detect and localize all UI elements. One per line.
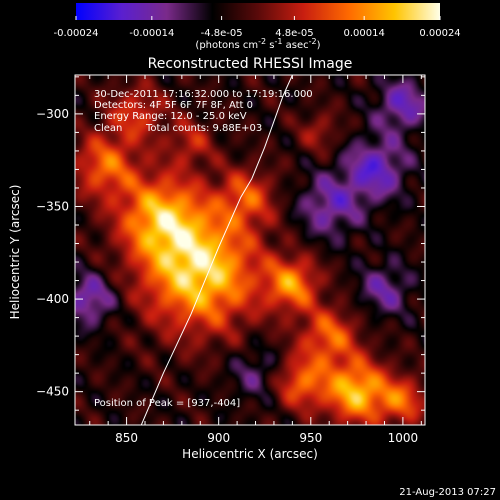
x-tick-label: 950 [299,431,322,445]
x-tick-label: 900 [207,431,230,445]
solar-limb-line [140,75,293,425]
energy-range-text: Energy Range: 12.0 - 25.0 keV [94,111,247,122]
x-tick-label: 1000 [388,431,419,445]
y-tick-label: −350 [36,199,69,213]
colorbar-tick-label: -4.8e-05 [201,28,243,39]
x-tick-labels: 850 900 950 1000 [115,431,418,445]
plot-frame [74,74,426,426]
colorbar-tick-label: -0.00024 [54,28,99,39]
colorbar-tick-label: -0.00014 [129,28,174,39]
detectors-text: Detectors: 4F 5F 6F 7F 8F, Att 0 [94,100,253,111]
colorbar-tick-label: 4.8e-05 [275,28,313,39]
clean-label: Clean [94,123,122,134]
chart-title: Reconstructed RHESSI Image [148,56,353,72]
colorbar-tick-label: 0.00014 [343,28,384,39]
peak-position-text: Position of Peak = [937,-404] [94,398,240,409]
colorbar [76,3,440,20]
colorbar-ticks: -0.00024 -0.00014 -4.8e-05 4.8e-05 0.00014 0.… [54,16,461,39]
colorbar-tick-label: 0.00024 [419,28,460,39]
observation-annotations: 30-Dec-2011 17:16:32.000 to 17:19:16.000… [94,89,313,409]
y-tick-label: −450 [36,385,69,399]
y-axis-label: Heliocentric Y (arcsec) [8,185,22,320]
x-axis-label: Heliocentric X (arcsec) [182,447,318,461]
total-counts-text: Total counts: 9.88E+03 [145,123,262,134]
y-tick-label: −400 [36,292,69,306]
x-tick-label: 850 [115,431,138,445]
y-tick-labels: −300 −350 −400 −450 [36,107,69,399]
time-range-text: 30-Dec-2011 17:16:32.000 to 17:19:16.000 [94,89,313,100]
colorbar-unit-label: (photons cm-2 s-1 asec-2) [195,37,320,51]
heatmap-image [75,75,425,425]
axis-ticks [75,75,425,425]
y-tick-label: −300 [36,107,69,121]
generated-timestamp: 21-Aug-2013 07:27 [399,487,496,498]
